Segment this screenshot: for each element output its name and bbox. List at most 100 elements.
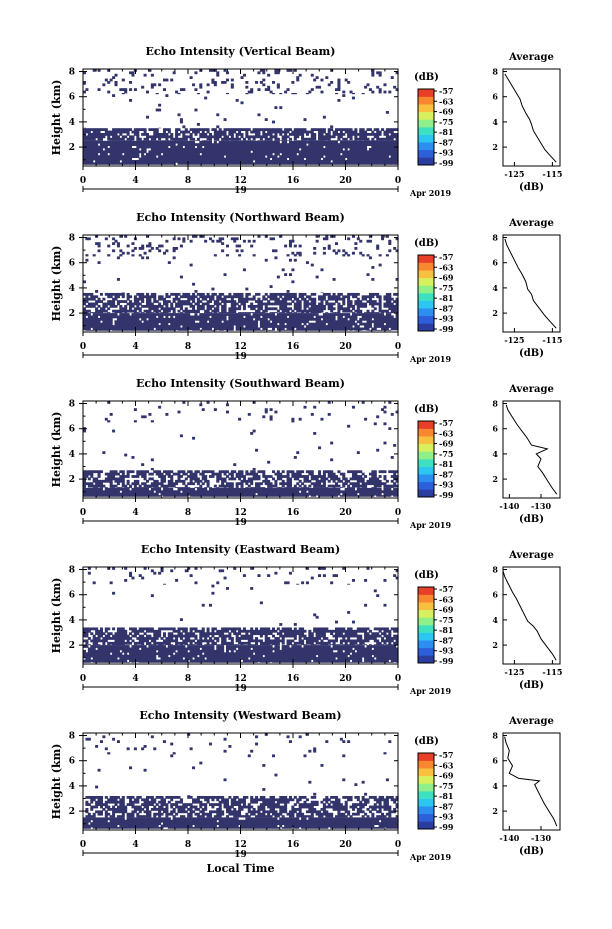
heatmap-cell [272, 135, 276, 139]
heatmap-cell [308, 329, 312, 331]
heatmap-cell [95, 290, 99, 293]
heatmap-cell [114, 140, 118, 141]
heatmap-cell [272, 302, 276, 306]
heatmap-cell [286, 475, 290, 478]
heatmap-cell [155, 327, 159, 331]
heatmap-cell [102, 309, 106, 313]
heatmap-cell [313, 477, 317, 481]
heatmap-cell [189, 160, 193, 163]
heatmap-cell [112, 309, 116, 313]
heatmap-cell [150, 315, 154, 319]
heatmap-cell [107, 148, 111, 151]
heatmap-cell [109, 162, 113, 165]
heatmap-cell [133, 140, 137, 144]
heatmap-cell [114, 81, 118, 84]
heatmap-cell [92, 143, 96, 147]
heatmap-cell [259, 137, 263, 141]
heatmap-cell [301, 157, 305, 161]
heatmap-cell [155, 495, 159, 497]
heatmap-cell [211, 162, 215, 165]
heatmap-cell [216, 315, 220, 319]
heatmap-cell [293, 313, 297, 316]
heatmap-cell [332, 160, 336, 163]
heatmap-cell [87, 157, 91, 161]
heatmap-cell [206, 152, 210, 156]
heatmap-cell [371, 292, 375, 296]
heatmap-cell [267, 140, 271, 144]
y-tick-label: 8 [69, 234, 75, 244]
heatmap-cell [141, 495, 145, 497]
heatmap-cell [293, 143, 297, 147]
heatmap-cell [259, 313, 263, 316]
heatmap-cell [349, 304, 353, 308]
heatmap-cell [189, 490, 193, 494]
heatmap-cell [376, 477, 380, 481]
heatmap-cell [267, 85, 271, 89]
heatmap-cell [141, 327, 145, 331]
heatmap-cell [153, 150, 157, 154]
heatmap-cell [330, 470, 334, 474]
heatmap-cell [218, 155, 222, 159]
heatmap-cell [395, 150, 399, 154]
heatmap-cell [177, 300, 181, 303]
heatmap-cell [279, 472, 283, 476]
heatmap-cell [112, 133, 116, 136]
heatmap-cell [114, 145, 118, 149]
heatmap-cell [216, 490, 220, 494]
heatmap-cell [216, 313, 220, 316]
heatmap-cell [385, 495, 389, 497]
heatmap-cell [342, 492, 346, 496]
heatmap-cell [320, 490, 324, 494]
heatmap-cell [291, 150, 295, 154]
heatmap-cell [225, 244, 229, 248]
heatmap-cell [250, 140, 254, 141]
heatmap-cell [211, 490, 215, 494]
heatmap-cell [235, 157, 239, 161]
heatmap-cell [155, 133, 159, 136]
heatmap-cell [322, 492, 326, 496]
heatmap-cell [85, 140, 89, 144]
heatmap-cell [393, 140, 397, 141]
heatmap-cell [351, 160, 355, 163]
heatmap-cell [259, 162, 263, 165]
heatmap-cell [284, 490, 288, 494]
heatmap-cell [296, 325, 300, 328]
heatmap-cell [109, 320, 113, 324]
heatmap-cell [330, 152, 334, 156]
heatmap-cell [146, 145, 150, 149]
heatmap-cell [293, 475, 297, 478]
heatmap-cell [138, 143, 142, 147]
heatmap-cell [126, 244, 130, 248]
heatmap-cell [368, 150, 372, 154]
heatmap-cell [126, 157, 130, 161]
heatmap-cell [252, 254, 256, 257]
heatmap-cell [378, 73, 382, 77]
heatmap-cell [395, 307, 399, 311]
heatmap-cell [381, 322, 385, 326]
panel-2: Echo Intensity (Southward Beam)2468Heigh… [50, 377, 561, 530]
heatmap-cell [184, 157, 188, 161]
heatmap-cell [199, 300, 203, 303]
heatmap-cell [209, 140, 213, 144]
heatmap-cell [114, 327, 118, 331]
heatmap-cell [235, 143, 239, 147]
heatmap-cell [116, 135, 120, 139]
heatmap-cell [107, 130, 111, 134]
heatmap-cell [221, 148, 225, 151]
heatmap-cell [308, 472, 312, 476]
heatmap-cell [97, 157, 101, 161]
heatmap-cell [284, 487, 288, 491]
heatmap-cell [245, 313, 249, 316]
heatmap-cell [325, 162, 329, 165]
heatmap-cell [320, 307, 324, 311]
heatmap-cell [162, 160, 166, 163]
profile-y-tick-label: 2 [492, 308, 498, 318]
heatmap-cell [245, 492, 249, 496]
heatmap-cell [325, 155, 329, 159]
heatmap-cell [223, 135, 227, 139]
heatmap-cell [187, 292, 191, 296]
heatmap-cell [97, 150, 101, 154]
heatmap-cell [286, 492, 290, 496]
heatmap-cell [291, 152, 295, 156]
heatmap-cell [184, 302, 188, 306]
